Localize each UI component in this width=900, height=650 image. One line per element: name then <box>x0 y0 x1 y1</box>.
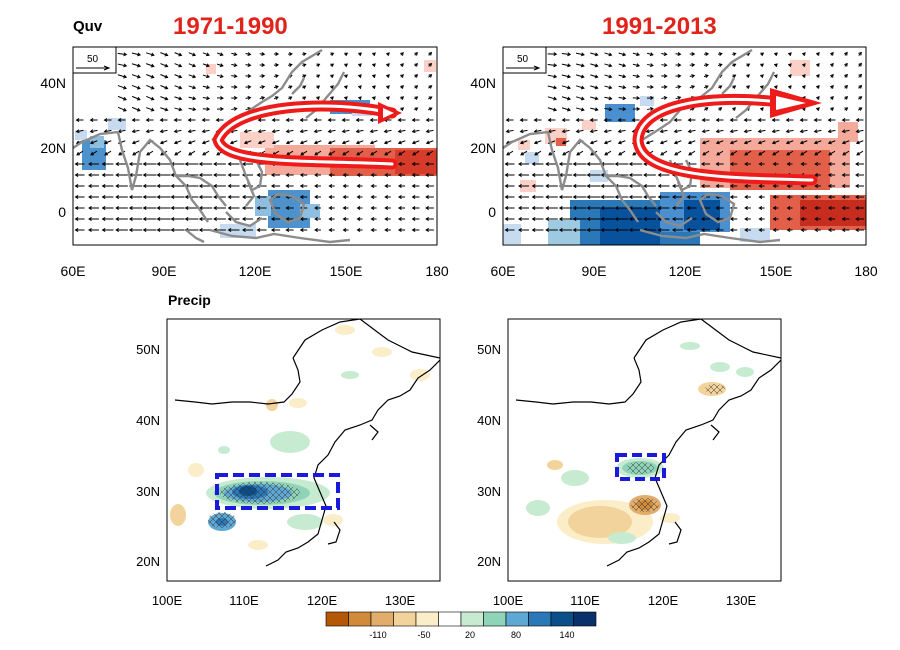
colorbar-swatch <box>371 612 394 626</box>
tick-120e-left: 120E <box>307 593 338 608</box>
tick-60e-right: 60E <box>491 263 516 279</box>
tick-150e-right: 150E <box>760 263 793 279</box>
quv-panel-label: Quv <box>73 18 103 35</box>
tick-0-left: 0 <box>58 204 66 220</box>
precip-map-left <box>167 319 440 581</box>
quv-right-shading <box>503 60 866 245</box>
tick-110e-right: 110E <box>570 593 600 608</box>
tick-20n-precip-right: 20N <box>477 554 501 569</box>
tick-120e-left: 120E <box>239 263 272 279</box>
tick-30n-left: 30N <box>136 484 160 499</box>
precip-map-right <box>508 319 781 581</box>
quv-left-shading <box>75 60 437 238</box>
colorbar-labels: -110 -50 20 80 140 <box>369 630 574 640</box>
colorbar-label-neg110: -110 <box>369 630 386 640</box>
tick-0-right: 0 <box>488 204 496 220</box>
colorbar <box>326 612 596 626</box>
colorbar-label-80: 80 <box>511 630 521 640</box>
quv-map-left: 50 <box>73 47 437 245</box>
precip-right-yticks: 50N 40N 30N 20N <box>477 342 501 569</box>
tick-40n-precip-left: 40N <box>136 413 160 428</box>
tick-150e-left: 150E <box>330 263 363 279</box>
tick-20n-left: 20N <box>40 140 66 156</box>
colorbar-swatch <box>529 612 552 626</box>
quv-left-yticks: 40N 20N 0 <box>40 75 66 220</box>
tick-40n-right: 40N <box>470 75 496 91</box>
tick-120e-right: 120E <box>669 263 702 279</box>
colorbar-swatch <box>416 612 439 626</box>
colorbar-label-20: 20 <box>465 630 475 640</box>
colorbar-swatch <box>506 612 529 626</box>
tick-20n-right: 20N <box>470 140 496 156</box>
colorbar-label-neg50: -50 <box>417 630 430 640</box>
tick-50n-right: 50N <box>477 342 501 357</box>
tick-130e-left: 130E <box>385 593 416 608</box>
ref-vector-label-left: 50 <box>87 54 99 65</box>
tick-90e-right: 90E <box>582 263 607 279</box>
colorbar-swatch <box>349 612 372 626</box>
tick-130e-right: 130E <box>726 593 757 608</box>
colorbar-swatch <box>326 612 349 626</box>
tick-30n-right: 30N <box>477 484 501 499</box>
tick-50n-left: 50N <box>136 342 160 357</box>
precip-left-yticks: 50N 40N 30N 20N <box>136 342 160 569</box>
tick-110e-left: 110E <box>229 593 259 608</box>
tick-90e-left: 90E <box>152 263 177 279</box>
tick-40n-precip-right: 40N <box>477 413 501 428</box>
tick-120e-right: 120E <box>648 593 679 608</box>
colorbar-swatch <box>574 612 597 626</box>
quv-right-xticks: 60E 90E 120E 150E 180 <box>491 263 878 279</box>
tick-100e-right: 100E <box>493 593 524 608</box>
quv-right-yticks: 40N 20N 0 <box>470 75 496 220</box>
ref-vector-label-right: 50 <box>517 54 529 65</box>
tick-180-right: 180 <box>854 263 878 279</box>
precip-panel-label: Precip <box>168 292 211 308</box>
period-title-left: 1971-1990 <box>173 13 288 40</box>
precip-right-xticks: 100E 110E 120E 130E <box>493 593 757 608</box>
tick-20n-precip-left: 20N <box>136 554 160 569</box>
tick-60e-left: 60E <box>61 263 86 279</box>
colorbar-swatch <box>461 612 484 626</box>
colorbar-swatch <box>551 612 574 626</box>
tick-100e-left: 100E <box>152 593 183 608</box>
colorbar-swatch <box>394 612 417 626</box>
period-title-right: 1991-2013 <box>602 13 717 40</box>
tick-180-left: 180 <box>425 263 449 279</box>
colorbar-swatch <box>484 612 507 626</box>
precip-left-xticks: 100E 110E 120E 130E <box>152 593 416 608</box>
quv-left-xticks: 60E 90E 120E 150E 180 <box>61 263 449 279</box>
quv-map-right: 50 <box>503 47 866 245</box>
colorbar-label-140: 140 <box>559 630 574 640</box>
colorbar-swatch <box>439 612 462 626</box>
tick-40n-left: 40N <box>40 75 66 91</box>
